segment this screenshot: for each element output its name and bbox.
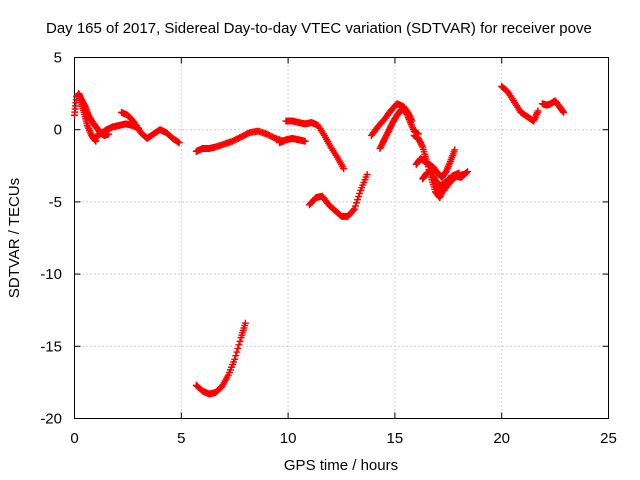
data-point bbox=[241, 319, 249, 327]
ticks bbox=[74, 57, 609, 419]
y-tick-label: 5 bbox=[54, 50, 62, 67]
series-arc-6 bbox=[276, 134, 309, 147]
data-point bbox=[340, 165, 348, 173]
data-point bbox=[349, 206, 357, 214]
series-arc-15 bbox=[429, 169, 463, 190]
data-point bbox=[352, 199, 360, 207]
series-arc-4 bbox=[117, 108, 183, 147]
y-tick-labels: -20 -15 -10 -5 0 5 bbox=[40, 50, 62, 428]
series-arc-7 bbox=[192, 319, 249, 398]
x-tick-label: 10 bbox=[280, 430, 297, 447]
x-tick-label: 15 bbox=[387, 430, 404, 447]
x-tick-label: 0 bbox=[70, 430, 78, 447]
x-tick-labels: 0 5 10 15 20 25 bbox=[70, 430, 617, 447]
y-tick-label: 0 bbox=[54, 122, 62, 139]
series-arc-17 bbox=[538, 97, 568, 116]
data-point bbox=[560, 108, 568, 116]
data-point bbox=[175, 139, 183, 147]
data-point bbox=[418, 142, 426, 150]
chart-title: Day 165 of 2017, Sidereal Day-to-day VTE… bbox=[46, 20, 592, 37]
y-tick-label: -15 bbox=[40, 338, 62, 355]
x-tick-label: 25 bbox=[600, 430, 617, 447]
data-point bbox=[301, 137, 309, 145]
data-point bbox=[354, 196, 362, 204]
series-arc-16 bbox=[498, 82, 542, 125]
data-point bbox=[174, 138, 182, 146]
data-point bbox=[236, 337, 244, 345]
data-point bbox=[459, 170, 467, 178]
y-tick-label: -5 bbox=[49, 194, 62, 211]
data-point bbox=[350, 205, 358, 213]
series-arc-5 bbox=[192, 127, 288, 155]
data-point bbox=[234, 344, 242, 352]
data-point bbox=[455, 169, 463, 177]
data-marks bbox=[71, 82, 568, 398]
x-tick-label: 20 bbox=[493, 430, 510, 447]
data-point bbox=[534, 107, 542, 115]
data-point bbox=[351, 202, 359, 210]
series-arc-14 bbox=[412, 146, 459, 181]
series-arc-2 bbox=[75, 90, 113, 139]
data-point bbox=[355, 193, 363, 201]
series-arc-9 bbox=[305, 170, 371, 220]
data-point bbox=[235, 341, 243, 349]
data-point bbox=[231, 355, 239, 363]
y-axis-label: SDTVAR / TECUs bbox=[6, 178, 23, 298]
data-point bbox=[233, 348, 241, 356]
y-tick-label: -10 bbox=[40, 266, 62, 283]
plot-frame bbox=[74, 57, 609, 419]
series-arc-8 bbox=[282, 117, 348, 173]
data-point bbox=[232, 352, 240, 360]
data-point bbox=[559, 107, 567, 115]
data-point bbox=[464, 168, 472, 176]
data-point bbox=[356, 189, 364, 197]
data-point bbox=[363, 170, 371, 178]
x-axis-label: GPS time / hours bbox=[284, 457, 398, 474]
data-point bbox=[451, 146, 459, 154]
x-tick-label: 5 bbox=[177, 430, 185, 447]
y-tick-label: -20 bbox=[40, 411, 62, 428]
